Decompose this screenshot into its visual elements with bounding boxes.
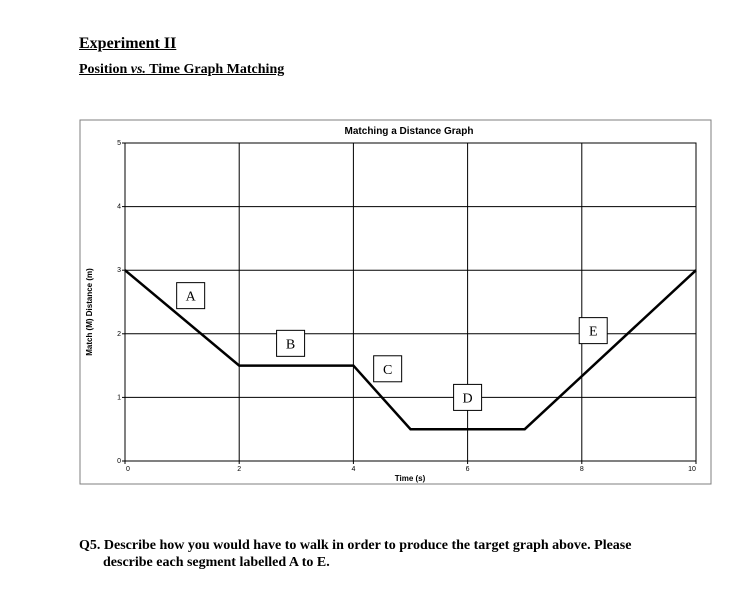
segment-label-text: A — [186, 290, 197, 305]
x-tick-label: 2 — [237, 466, 241, 473]
y-tick-label: 3 — [117, 267, 121, 274]
y-tick-label: 0 — [117, 458, 121, 465]
segment-label-text: B — [286, 337, 295, 352]
y-tick-label: 1 — [117, 394, 121, 401]
segment-label-box — [453, 383, 483, 411]
segment-label-box — [176, 282, 206, 310]
segment-label-text: C — [383, 363, 392, 378]
question-line-1: Q5. Describe how you would have to walk … — [79, 538, 632, 553]
segment-label-text: E — [589, 325, 598, 340]
chart-frame — [79, 119, 712, 485]
subtitle-prefix: Position — [79, 62, 131, 77]
segment-label-box — [578, 317, 608, 345]
tick-labels: 0 2 4 6 8 10 0 1 2 3 4 5 — [117, 140, 696, 473]
segment-label-box — [373, 355, 403, 383]
distance-series-line — [124, 269, 697, 431]
y-tick-label: 2 — [117, 331, 121, 338]
experiment-subtitle: Position vs. Time Graph Matching — [79, 62, 284, 78]
question-line-2: describe each segment labelled A to E. — [103, 555, 330, 570]
segment-label-e: E — [578, 317, 608, 345]
question-q5: Q5. Describe how you would have to walk … — [79, 537, 699, 571]
segment-label-d: D — [453, 383, 483, 411]
x-tick-label: 10 — [688, 466, 696, 473]
segment-label-c: C — [373, 355, 403, 383]
segment-label-b: B — [276, 329, 306, 357]
experiment-title: Experiment II — [79, 35, 177, 52]
plot-area — [124, 142, 697, 462]
y-tick-label: 5 — [117, 140, 121, 147]
x-tick-label: 8 — [580, 466, 584, 473]
y-axis-label: Match (M) Distance (m) — [85, 268, 94, 356]
segment-labels: A B C D E — [176, 282, 608, 411]
segment-label-a: A — [176, 282, 206, 310]
x-tick-label: 4 — [351, 466, 355, 473]
subtitle-vs: vs. — [130, 62, 146, 77]
segment-label-box — [276, 329, 306, 357]
x-tick-label: 6 — [466, 466, 470, 473]
subtitle-suffix: Time Graph Matching — [145, 62, 285, 77]
x-tick-label: 0 — [126, 466, 130, 473]
x-axis-label: Time (s) — [395, 474, 426, 483]
chart-title: Matching a Distance Graph — [345, 126, 474, 137]
y-tick-label: 4 — [117, 204, 121, 211]
segment-label-text: D — [463, 391, 473, 406]
